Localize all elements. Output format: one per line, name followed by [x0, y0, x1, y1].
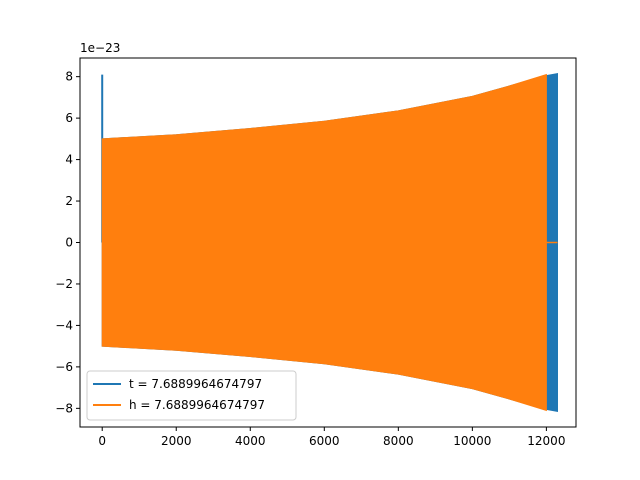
- legend: t = 7.6889964674797 h = 7.6889964674797: [86, 370, 297, 421]
- series-layer: [101, 72, 558, 413]
- x-tick-label: 2000: [161, 434, 192, 448]
- y-tick-label: −8: [55, 401, 73, 415]
- legend-label-1: t = 7.6889964674797: [129, 377, 262, 391]
- y-tick-label: 6: [65, 111, 73, 125]
- x-tick-label: 0: [98, 434, 106, 448]
- y-tick-label: 4: [65, 153, 73, 167]
- y-axis: −8 −6 −4 −2 0 2 4 6 8: [55, 70, 80, 415]
- y-tick-label: 2: [65, 194, 73, 208]
- x-axis: 0 2000 4000 6000 8000 10000 12000: [98, 427, 565, 448]
- y-tick-label: 0: [65, 236, 73, 250]
- y-tick-label: −4: [55, 318, 73, 332]
- series-2-oscillation-band: [101, 73, 547, 412]
- y-tick-label: −6: [55, 360, 73, 374]
- x-tick-label: 10000: [453, 434, 491, 448]
- x-tick-label: 6000: [309, 434, 340, 448]
- x-tick-label: 4000: [235, 434, 266, 448]
- y-offset-text: 1e−23: [80, 41, 120, 55]
- x-tick-label: 8000: [383, 434, 414, 448]
- legend-box: [86, 370, 297, 421]
- y-tick-label: −2: [55, 277, 73, 291]
- y-tick-label: 8: [65, 70, 73, 84]
- x-tick-label: 12000: [527, 434, 565, 448]
- legend-label-2: h = 7.6889964674797: [129, 398, 265, 412]
